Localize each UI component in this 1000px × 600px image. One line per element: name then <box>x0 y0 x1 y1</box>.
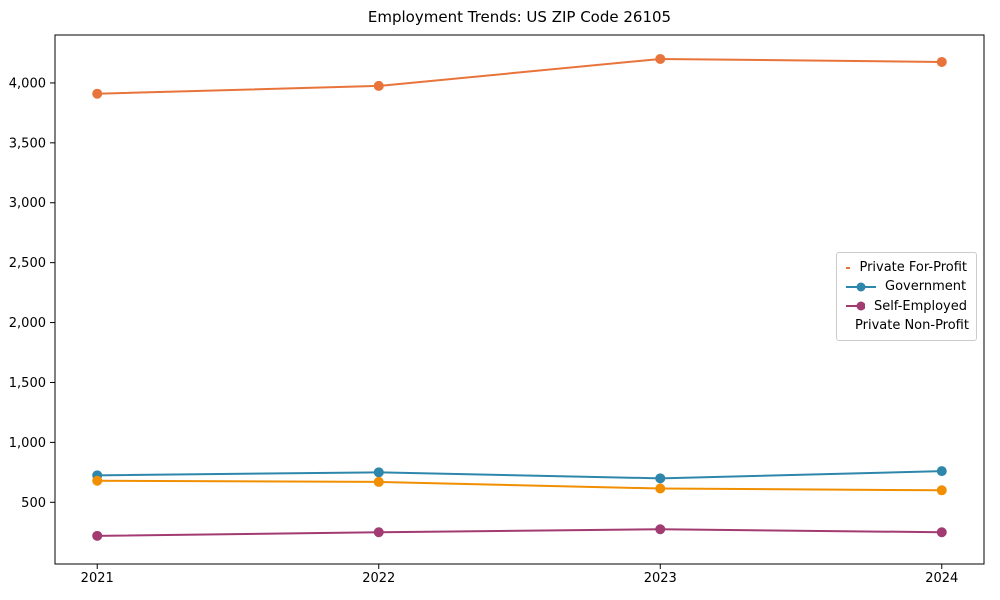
legend-marker-icon <box>856 282 866 292</box>
y-tick-label: 1,500 <box>9 376 46 391</box>
legend-item-private-non-profit: Private Non-Profit <box>846 316 969 335</box>
series-line-private-non-profit <box>97 479 942 492</box>
data-point-private-non-profit <box>936 485 947 496</box>
legend-line-sample <box>846 282 876 292</box>
data-point-private-for-profit <box>936 56 947 67</box>
legend-label: Private For-Profit <box>859 260 967 276</box>
y-tick-label: 2,000 <box>9 316 46 331</box>
series-line-self-employed <box>97 528 942 537</box>
x-tick-label: 2024 <box>925 571 958 586</box>
data-point-private-non-profit <box>92 475 103 486</box>
legend-label: Self-Employed <box>873 298 967 314</box>
data-point-government <box>936 466 947 477</box>
chart-title: Employment Trends: US ZIP Code 26105 <box>367 8 672 26</box>
data-point-self-employed <box>936 527 947 538</box>
y-tick-label: 1,000 <box>9 436 46 451</box>
legend-item-self-employed: Self-Employed <box>846 297 967 316</box>
legend-label: Private Non-Profit <box>855 317 969 333</box>
legend-item-private-for-profit: Private For-Profit <box>846 258 967 277</box>
x-tick-label: 2023 <box>644 571 677 586</box>
data-point-self-employed <box>92 530 103 541</box>
y-tick-label: 500 <box>21 496 46 511</box>
data-point-private-for-profit <box>373 80 384 91</box>
legend-line-sample <box>846 266 851 269</box>
data-point-self-employed <box>655 524 666 535</box>
data-point-private-non-profit <box>655 483 666 494</box>
data-point-private-for-profit <box>92 88 103 99</box>
legend-item-government: Government <box>846 277 967 296</box>
legend-marker-icon <box>856 301 865 311</box>
legend: Private For-Profit Government Self-Employe… <box>836 252 977 341</box>
y-tick-label: 2,500 <box>9 256 46 271</box>
y-tick-label: 3,000 <box>9 196 46 211</box>
series-line-government <box>97 470 942 480</box>
legend-label: Government <box>885 279 967 295</box>
x-tick-label: 2021 <box>81 571 114 586</box>
data-point-private-non-profit <box>373 476 384 487</box>
data-point-private-for-profit <box>655 53 666 64</box>
y-tick-label: 4,000 <box>9 76 46 91</box>
data-point-government <box>655 473 666 484</box>
data-point-self-employed <box>373 527 384 538</box>
legend-line-sample <box>846 301 865 311</box>
x-tick-label: 2022 <box>362 571 395 586</box>
plot-border <box>54 34 985 565</box>
data-point-government <box>373 467 384 478</box>
y-tick-label: 3,500 <box>9 136 46 151</box>
series-line-private-for-profit <box>97 57 942 95</box>
